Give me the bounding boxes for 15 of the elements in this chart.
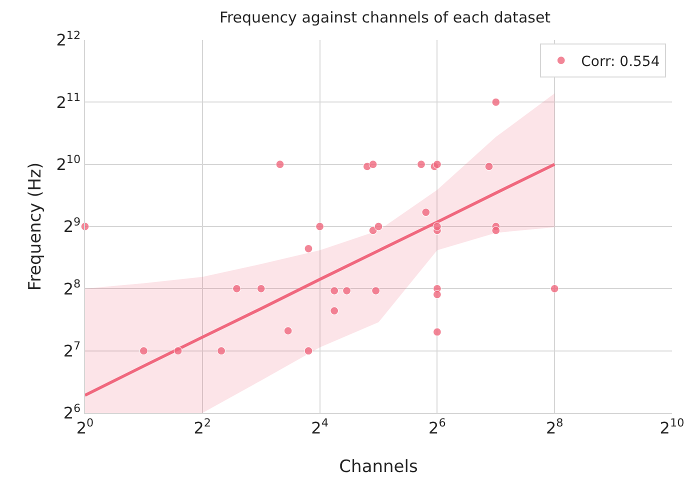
x-tick-label: 2$^{2}$: [194, 416, 212, 438]
x-tick-label: 2$^{4}$: [311, 416, 328, 438]
legend-label: Corr: 0.554: [581, 54, 660, 70]
y-tick-label: 2$^{8}$: [63, 278, 81, 298]
y-tick-label: 2$^{12}$: [56, 28, 81, 50]
y-axis-title: Frequency (Hz): [26, 162, 46, 291]
x-tick-label: 2$^{8}$: [546, 416, 564, 438]
y-tick-label: 2$^{11}$: [56, 91, 81, 112]
y-tick-label: 2$^{10}$: [56, 153, 81, 174]
chart-title: Frequency against channels of each dataset: [219, 8, 551, 26]
y-tick-label: 2$^{9}$: [63, 215, 81, 236]
x-tick-label: 2$^{6}$: [428, 416, 446, 438]
y-tick-label: 2$^{7}$: [63, 340, 81, 360]
x-axis-title: Channels: [339, 457, 418, 477]
x-tick-label: 2$^{10}$: [660, 416, 684, 438]
